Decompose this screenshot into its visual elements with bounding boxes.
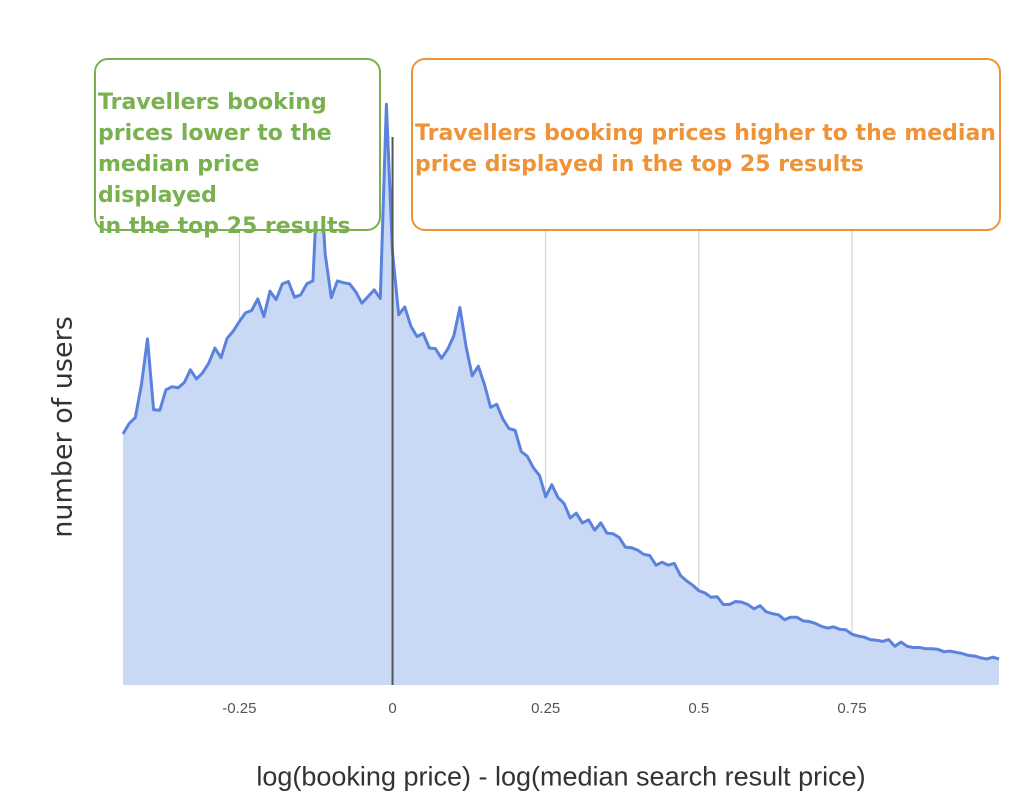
annotation-line: price displayed in the top 25 results	[415, 152, 864, 177]
annotation-lower-prices: Travellers booking prices lower to the m…	[94, 58, 381, 239]
x-tick-label: 0.25	[531, 700, 560, 717]
annotation-higher-prices: Travellers booking prices higher to the …	[411, 58, 1001, 231]
x-tick-label: 0	[388, 700, 396, 717]
series-line	[121, 102, 1000, 661]
x-tick-labels: -0.25 0 0.25 0.5 0.75	[222, 700, 866, 717]
annotation-line: Travellers booking	[98, 90, 327, 115]
x-axis-label: log(booking price) - log(median search r…	[256, 761, 866, 792]
y-axis-label: number of users	[47, 316, 79, 538]
annotation-line: median price displayed	[98, 152, 260, 208]
annotation-line: prices lower to the	[98, 121, 332, 146]
annotation-line: Travellers booking prices higher to the …	[415, 121, 996, 146]
x-tick-label: 0.75	[837, 700, 866, 717]
series-area	[123, 104, 999, 685]
x-tick-label: 0.5	[688, 700, 709, 717]
annotation-line: in the top 25 results	[98, 214, 351, 239]
x-tick-label: -0.25	[222, 700, 256, 717]
area-series	[121, 102, 1000, 685]
